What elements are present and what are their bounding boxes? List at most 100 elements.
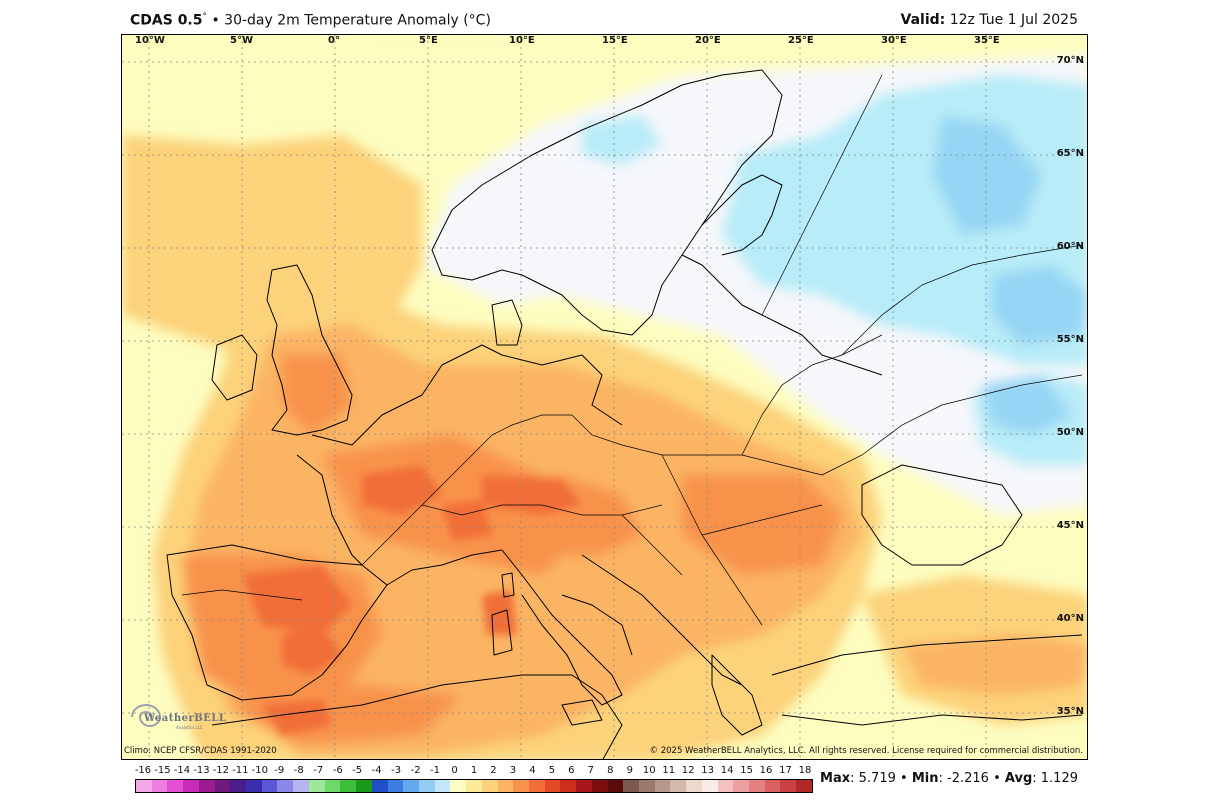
lat-label-70n: 70°N xyxy=(1056,55,1084,66)
colorbar-cell xyxy=(560,780,577,792)
lon-label-5w: 5°W xyxy=(230,35,253,46)
colorbar-cell xyxy=(528,780,545,792)
min-label: Min xyxy=(911,771,939,786)
colorbar-tick-label: -14 xyxy=(173,765,191,776)
colorbar-cell xyxy=(654,780,671,792)
colorbar-cell xyxy=(340,780,357,792)
lat-label-45n: 45°N xyxy=(1056,520,1084,531)
colorbar-cell xyxy=(198,780,215,792)
colorbar-tick-label: 12 xyxy=(681,765,695,776)
colorbar-scale xyxy=(135,779,813,793)
coastlines xyxy=(166,69,1083,759)
colorbar-cell xyxy=(591,780,608,792)
lon-label-25e: 25°E xyxy=(788,35,814,46)
colorbar-tick-label: -8 xyxy=(293,765,304,776)
model-name: CDAS 0.5 xyxy=(130,12,203,29)
colorbar-tick-label: -10 xyxy=(251,765,268,776)
lon-label-5e: 5°E xyxy=(419,35,438,46)
map-header: CDAS 0.5° • 30-day 2m Temperature Anomal… xyxy=(130,12,1088,32)
colorbar-cell xyxy=(418,780,435,792)
lat-label-50n: 50°N xyxy=(1056,427,1084,438)
colorbar-tick-label: 1 xyxy=(470,765,478,776)
logo-subtext: Analytics LLC xyxy=(176,725,203,730)
colorbar-cell xyxy=(623,780,639,792)
colorbar-tick-label: 4 xyxy=(529,765,536,776)
colorbar-tick-label: -16 xyxy=(134,765,152,776)
colorbar-tick-label: -15 xyxy=(154,765,171,776)
colorbar-cell xyxy=(764,780,781,792)
colorbar-tick-label: -1 xyxy=(430,765,441,776)
colorbar-cell xyxy=(450,780,467,792)
colorbar-tick-label: -11 xyxy=(232,765,249,776)
swirl-icon xyxy=(131,704,162,727)
colorbar-tick-label: -7 xyxy=(313,765,324,776)
weatherbell-logo: WeatherBELL Analytics LLC xyxy=(126,699,226,735)
borders xyxy=(181,74,1083,626)
colorbar-cell xyxy=(136,780,152,792)
colorbar-tick-label: 8 xyxy=(607,765,614,776)
colorbar-tick-label: 3 xyxy=(509,765,517,776)
lon-label-15e: 15°E xyxy=(602,35,628,46)
colorbar-cell xyxy=(167,780,184,792)
colorbar-cell xyxy=(387,780,404,792)
colorbar-tick-label: 9 xyxy=(626,765,633,776)
colorbar-cell xyxy=(261,780,278,792)
colorbar-cell xyxy=(293,780,309,792)
anomaly-positive-mid xyxy=(182,325,1087,755)
colorbar-cell xyxy=(466,780,482,792)
colorbar-cell xyxy=(701,780,718,792)
avg-label: Avg xyxy=(1004,771,1033,786)
colorbar-labels: -16 -15 -14 -13 -12 -11 -10 -9 -8 -7 -6 -5 -4 -3 -2 -1 0… xyxy=(135,765,813,779)
colorbar-cell xyxy=(356,780,372,792)
colorbar-cell xyxy=(717,780,734,792)
colorbar-tick-label: -4 xyxy=(371,765,382,776)
lat-label-60n: 60°N xyxy=(1056,241,1084,252)
colorbar-tick-label: -3 xyxy=(391,765,402,776)
colorbar-tick-label: -12 xyxy=(212,765,230,776)
anomaly-positive-high xyxy=(242,465,582,735)
colorbar-tick-label: 0 xyxy=(451,765,458,776)
lon-label-30e: 30°E xyxy=(881,35,907,46)
colorbar-cell xyxy=(151,780,168,792)
colorbar-cell xyxy=(576,780,592,792)
climo-note: Climo: NCEP CFSR/CDAS 1991-2020 xyxy=(124,746,277,756)
colorbar-cell xyxy=(230,780,247,792)
colorbar-tick-label: -9 xyxy=(274,765,285,776)
colorbar-cell xyxy=(403,780,419,792)
valid-value: 12z Tue 1 Jul 2025 xyxy=(949,12,1078,28)
colorbar-cell xyxy=(434,780,451,792)
map-description: 30-day 2m Temperature Anomaly (°C) xyxy=(224,12,491,29)
colorbar-cell xyxy=(481,780,498,792)
colorbar-tick-label: 15 xyxy=(740,765,753,776)
map-canvas xyxy=(122,35,1087,759)
anomaly-map: 10°W 5°W 0° 5°E 10°E 15°E 20°E 25°E 30°E… xyxy=(121,34,1088,760)
colorbar-cell xyxy=(371,780,388,792)
valid-time: Valid: 12z Tue 1 Jul 2025 xyxy=(901,12,1079,28)
colorbar-cell xyxy=(277,780,294,792)
lon-label-0: 0° xyxy=(328,35,340,46)
colorbar-cell xyxy=(544,780,561,792)
colorbar-tick-label: -6 xyxy=(332,765,343,776)
colorbar-tick-label: 2 xyxy=(490,765,497,776)
colorbar-cell xyxy=(639,780,655,792)
stats-summary: Max: 5.719 • Min: -2.216 • Avg: 1.129 xyxy=(820,771,1078,786)
colorbar-tick-label: 16 xyxy=(759,765,773,776)
colorbar-cell xyxy=(686,780,702,792)
colorbar-cell xyxy=(246,780,262,792)
lon-label-10w: 10°W xyxy=(135,35,165,46)
lat-label-65n: 65°N xyxy=(1056,148,1084,159)
colorbar-tick-label: 13 xyxy=(701,765,715,776)
map-title: CDAS 0.5° • 30-day 2m Temperature Anomal… xyxy=(130,12,491,29)
colorbar-tick-label: 6 xyxy=(568,765,575,776)
lon-label-10e: 10°E xyxy=(509,35,535,46)
colorbar-tick-label: 7 xyxy=(587,765,594,776)
copyright-note: © 2025 WeatherBELL Analytics, LLC. All r… xyxy=(649,746,1083,756)
colorbar-cell xyxy=(513,780,529,792)
lon-label-20e: 20°E xyxy=(695,35,721,46)
colorbar-cell xyxy=(670,780,687,792)
title-bullet: • xyxy=(211,12,220,29)
avg-value: 1.129 xyxy=(1040,771,1078,786)
degree-sign: ° xyxy=(202,12,208,22)
colorbar-cell xyxy=(607,780,624,792)
stats-sep-2: • xyxy=(993,771,1001,786)
